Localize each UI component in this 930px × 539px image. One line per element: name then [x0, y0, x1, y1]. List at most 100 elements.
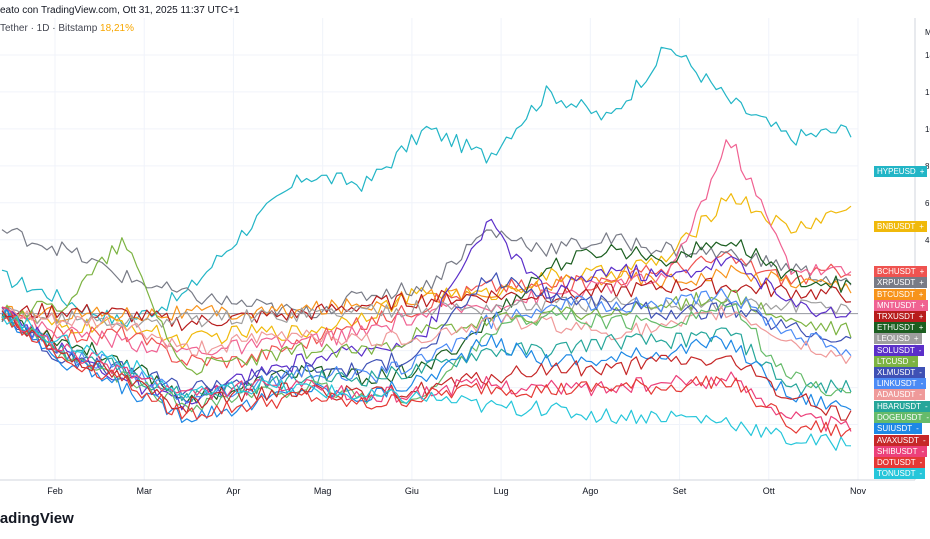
series-tag-btcusdt[interactable]: BTCUSDT + [874, 289, 927, 300]
series-tag-value: - [926, 413, 930, 422]
series-tag-label: ADAUSDT [877, 390, 916, 399]
series-tag-value: - [922, 436, 926, 445]
series-tag-shibusdt[interactable]: SHIBUSDT - [874, 446, 928, 457]
x-tick-label: Mag [314, 486, 332, 496]
symbol-change-percent: 18,21% [100, 23, 134, 34]
series-tag-label: LEOUSD [877, 334, 910, 343]
series-tag-label: LINKUSDT [877, 379, 917, 388]
series-tag-value: - [916, 424, 919, 433]
series-tag-bnbusdt[interactable]: BNBUSDT + [874, 221, 927, 232]
series-tag-adausdt[interactable]: ADAUSDT - [874, 389, 925, 400]
series-line-leousd [1, 296, 852, 328]
x-tick-label: Ago [582, 486, 598, 496]
series-line-tonusdt [1, 315, 852, 451]
series-tag-mntusdt[interactable]: MNTUSDT + [874, 300, 928, 311]
series-tag-label: BCHUSDT [877, 267, 916, 276]
y-axis-label: M [925, 28, 930, 37]
y-tick-label: 12 [925, 88, 930, 97]
y-tick-label: 10 [925, 125, 930, 134]
series-line-adausdt [1, 305, 852, 364]
series-line-ethusdt [1, 239, 852, 404]
series-tag-value: - [919, 368, 922, 377]
x-tick-label: Nov [850, 486, 867, 496]
series-line-hbarusdt [1, 308, 852, 403]
series-tag-value: + [919, 278, 924, 287]
series-tag-value: - [918, 346, 922, 355]
series-tag-suiusdt[interactable]: SUIUSDT - [874, 423, 922, 434]
series-line-bchusdt [1, 251, 852, 369]
series-line-mntusdt [1, 139, 852, 356]
series-tag-label: SOLUSDT [877, 346, 915, 355]
series-line-xrpusdt [1, 227, 852, 319]
y-tick-label: 4 [925, 236, 930, 245]
y-tick-label: 6 [925, 199, 930, 208]
series-tag-dotusdt[interactable]: DOTUSDT - [874, 457, 926, 468]
series-tag-ltcusd[interactable]: LTCUSD - [874, 356, 919, 367]
series-tag-leousd[interactable]: LEOUSD + [874, 333, 922, 344]
series-tag-xrpusdt[interactable]: XRPUSDT + [874, 277, 927, 288]
series-tag-trxusdt[interactable]: TRXUSDT + [874, 311, 927, 322]
series-tag-label: XLMUSDT [877, 368, 916, 377]
series-line-dotusdt [1, 316, 852, 438]
series-tag-tonusdt[interactable]: TONUSDT - [874, 468, 926, 479]
series-tag-label: BTCUSDT [877, 290, 915, 299]
time-axis[interactable]: Feb Mar Apr Mag Giu Lug Ago Set Ott Nov [47, 486, 866, 496]
tradingview-logo: radingView [0, 510, 74, 527]
x-tick-label: Feb [47, 486, 63, 496]
series-tag-label: XRPUSDT [877, 278, 916, 287]
y-tick-label: 8 [925, 162, 930, 171]
series-tag-label: AVAXUSDT [877, 436, 919, 445]
series-line-solusdt [1, 218, 852, 411]
series-line-ltcusd [1, 237, 852, 376]
series-layer [1, 46, 852, 451]
price-axis[interactable]: 14 12 10 8 6 4 M [925, 28, 930, 245]
series-tag-value: + [918, 312, 924, 321]
series-line-shibusdt [1, 306, 852, 432]
series-tag-ethusdt[interactable]: ETHUSDT + [874, 322, 927, 333]
series-tag-label: SUIUSDT [877, 424, 913, 433]
series-tag-bchusdt[interactable]: BCHUSDT + [874, 266, 928, 277]
series-line-linkusdt [1, 288, 852, 404]
series-tag-value: + [913, 334, 919, 343]
series-tag-value: - [919, 458, 923, 467]
series-line-trxusdt [1, 277, 852, 332]
series-tag-label: SHIBUSDT [877, 447, 918, 456]
series-tag-dogeusdt[interactable]: DOGEUSDT - [874, 412, 930, 423]
series-tag-xlmusdt[interactable]: XLMUSDT - [874, 367, 925, 378]
x-tick-label: Lug [494, 486, 509, 496]
series-tag-label: HYPEUSD [877, 167, 916, 176]
series-tag-value: + [919, 222, 924, 231]
series-tag-value: + [918, 323, 924, 332]
series-tag-label: LTCUSD [877, 357, 909, 366]
y-tick-label: 14 [925, 51, 930, 60]
series-tag-value: - [919, 390, 922, 399]
series-tag-value: - [925, 402, 928, 411]
x-tick-label: Ott [763, 486, 776, 496]
series-tag-label: BNBUSDT [877, 222, 916, 231]
series-tag-value: + [920, 301, 925, 310]
series-tag-linkusdt[interactable]: LINKUSDT - [874, 378, 927, 389]
series-tag-solusdt[interactable]: SOLUSDT - [874, 345, 925, 356]
symbol-info: Tether · 1D · Bitstamp 18,21% [0, 23, 134, 34]
series-tag-label: MNTUSDT [877, 301, 917, 310]
series-tag-label: TRXUSDT [877, 312, 915, 321]
series-tag-hbarusdt[interactable]: HBARUSDT - [874, 401, 930, 412]
chart-source-caption: eato con TradingView.com, Ott 31, 2025 1… [0, 5, 240, 16]
symbol-description: Tether · 1D · Bitstamp [0, 23, 98, 34]
series-tag-label: DOTUSDT [877, 458, 916, 467]
series-tag-label: HBARUSDT [877, 402, 922, 411]
series-line-avaxusdt [1, 310, 852, 421]
x-tick-label: Mar [136, 486, 152, 496]
series-tag-value: - [921, 447, 925, 456]
series-tag-label: ETHUSDT [877, 323, 915, 332]
series-tag-hypeusd[interactable]: HYPEUSD + [874, 166, 928, 177]
series-tag-value: - [920, 379, 924, 388]
x-tick-label: Apr [226, 486, 240, 496]
series-tag-label: TONUSDT [877, 469, 916, 478]
series-tag-value: + [919, 167, 925, 176]
x-tick-label: Giu [405, 486, 419, 496]
series-tag-value: - [919, 469, 923, 478]
series-tag-value: + [919, 267, 925, 276]
series-tag-avaxusdt[interactable]: AVAXUSDT - [874, 435, 929, 446]
